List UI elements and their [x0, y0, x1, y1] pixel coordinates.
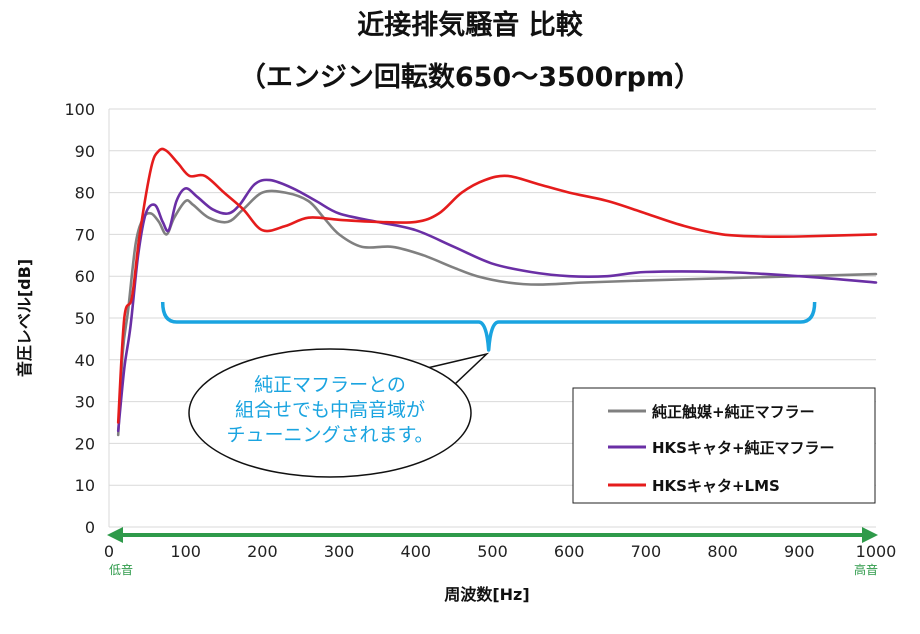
x-tick-label: 800 [707, 542, 738, 561]
y-tick-label: 70 [75, 225, 95, 244]
y-tick-label: 20 [75, 434, 95, 453]
callout-text-line: 組合せでも中高音域が [235, 399, 425, 421]
x-tick-label: 700 [631, 542, 662, 561]
x-tick-label: 500 [477, 542, 508, 561]
y-axis-title: 音圧レベル[dB] [15, 259, 34, 377]
callout-bubble [188, 348, 472, 478]
legend-label-hks-stock: HKSキャタ+純正マフラー [652, 439, 835, 457]
x-tick-label: 900 [784, 542, 815, 561]
x-tick-label: 0 [104, 542, 114, 561]
y-tick-label: 30 [75, 393, 95, 412]
y-tick-label: 90 [75, 142, 95, 161]
high-frequency-label: 高音 [854, 562, 878, 577]
x-tick-label: 100 [170, 542, 201, 561]
y-tick-label: 0 [85, 518, 95, 537]
legend-label-stock: 純正触媒+純正マフラー [652, 403, 815, 421]
series-line-hks-stock [116, 178, 878, 433]
x-tick-label: 200 [247, 542, 278, 561]
x-tick-label: 600 [554, 542, 585, 561]
x-tick-label: 400 [401, 542, 432, 561]
y-tick-label: 10 [75, 476, 95, 495]
y-tick-label: 60 [75, 267, 95, 286]
x-tick-label: 1000 [856, 542, 897, 561]
callout-text-line: 純正マフラーとの [254, 374, 406, 396]
series-line-stock [116, 189, 878, 437]
x-axis-title: 周波数[Hz] [444, 585, 529, 604]
y-tick-label: 40 [75, 351, 95, 370]
y-tick-label: 80 [75, 184, 95, 203]
series-lines [116, 147, 878, 437]
callout-seam [415, 370, 448, 390]
chart-subtitle: （エンジン回転数650～3500rpm） [239, 62, 701, 93]
legend-label-hks-lms: HKSキャタ+LMS [652, 477, 780, 495]
series-line-hks-lms [116, 147, 878, 424]
low-frequency-label: 低音 [109, 562, 133, 577]
y-tick-label: 100 [64, 100, 95, 119]
range-brace [160, 301, 817, 352]
chart-title: 近接排気騒音 比較 [357, 9, 583, 41]
arrow-head-right [862, 527, 878, 543]
legend: 純正触媒+純正マフラー HKSキャタ+純正マフラー HKSキャタ+LMS [572, 387, 876, 504]
arrow-head-left [107, 527, 123, 543]
callout-text-line: チューニングされます。 [226, 424, 433, 446]
y-tick-label: 50 [75, 309, 95, 328]
x-tick-label: 300 [324, 542, 355, 561]
